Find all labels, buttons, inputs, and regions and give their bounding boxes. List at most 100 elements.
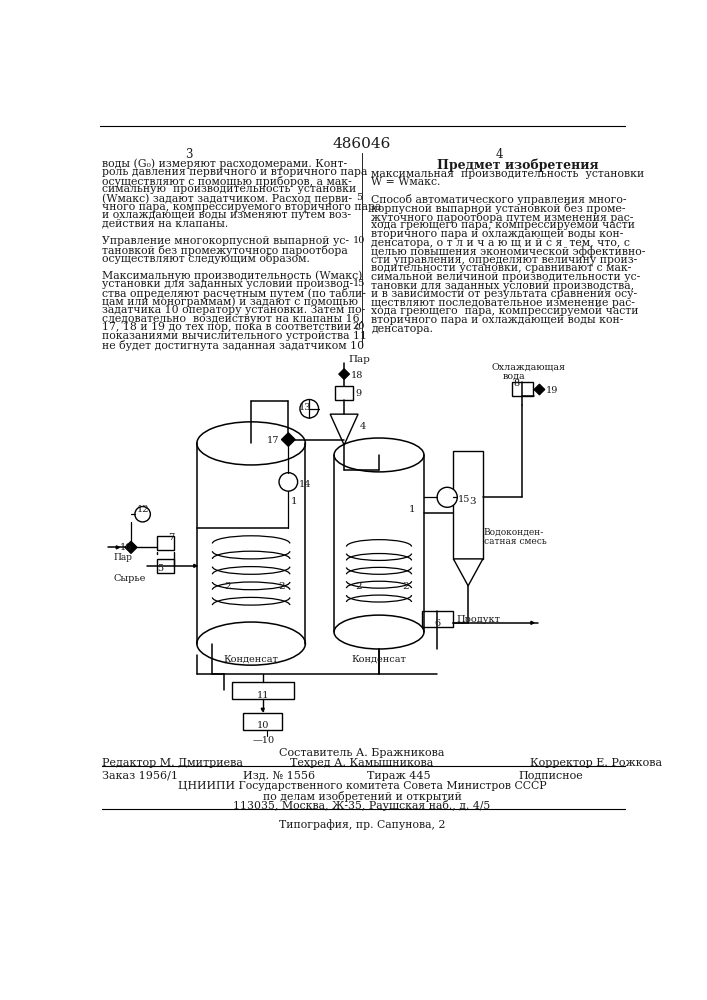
Text: 17, 18 и 19 до тех пор, пока в соответствии с: 17, 18 и 19 до тех пор, пока в соответст…	[103, 322, 361, 332]
Text: Пар: Пар	[348, 355, 370, 364]
Text: Заказ 1956/1: Заказ 1956/1	[103, 771, 178, 781]
Text: осуществляют следующим образом.: осуществляют следующим образом.	[103, 253, 310, 264]
Text: воды (G₀) измеряют расходомерами. Конт-: воды (G₀) измеряют расходомерами. Конт-	[103, 158, 347, 169]
Text: 486046: 486046	[333, 137, 391, 151]
Text: Типография, пр. Сапунова, 2: Типография, пр. Сапунова, 2	[279, 819, 445, 830]
Polygon shape	[125, 541, 137, 554]
Text: 7: 7	[168, 533, 175, 542]
Polygon shape	[330, 414, 358, 445]
Circle shape	[135, 507, 151, 522]
Text: действия на клапаны.: действия на клапаны.	[103, 219, 228, 229]
Text: Изд. № 1556: Изд. № 1556	[243, 771, 315, 781]
Text: показаниями вычислительного устройства 11: показаниями вычислительного устройства 1…	[103, 331, 368, 341]
Text: 12: 12	[136, 505, 149, 514]
Text: 4: 4	[360, 422, 366, 431]
Text: цам или монограммам) и задают с помощью: цам или монограммам) и задают с помощью	[103, 296, 358, 307]
Bar	[156, 536, 174, 550]
Text: 5: 5	[356, 193, 362, 202]
Text: Сырье: Сырье	[113, 574, 146, 583]
Text: Водоконден-: Водоконден-	[484, 528, 544, 537]
Text: 18: 18	[351, 371, 363, 380]
Text: W = Wмакс.: W = Wмакс.	[371, 177, 440, 187]
Text: 113035, Москва, Ж-35, Раушская наб., д. 4/5: 113035, Москва, Ж-35, Раушская наб., д. …	[233, 800, 491, 811]
Text: денсатора, о т л и ч а ю щ и й с я  тем, что, с: денсатора, о т л и ч а ю щ и й с я тем, …	[371, 238, 630, 248]
Text: симальной величиной производительности ус-: симальной величиной производительности у…	[371, 272, 641, 282]
Bar	[156, 559, 174, 573]
Text: Корректор Е. Рожкова: Корректор Е. Рожкова	[530, 758, 662, 768]
Text: 10: 10	[257, 721, 269, 730]
Text: целью повышения экономической эффективно-: целью повышения экономической эффективно…	[371, 246, 645, 257]
Text: Продукт: Продукт	[457, 615, 501, 624]
Text: 11: 11	[257, 691, 269, 700]
Text: тановкой без промежуточного пароотбора: тановкой без промежуточного пароотбора	[103, 245, 348, 256]
Text: жуточного пароотбора путем изменения рас-: жуточного пароотбора путем изменения рас…	[371, 212, 633, 223]
Text: денсатора.: денсатора.	[371, 324, 433, 334]
Text: 19: 19	[546, 386, 558, 395]
Text: Редактор М. Дмитриева: Редактор М. Дмитриева	[103, 758, 243, 768]
Polygon shape	[281, 433, 296, 446]
Text: Конденсат: Конденсат	[351, 655, 407, 664]
Text: следовательно  воздействуют на клапаны 16,: следовательно воздействуют на клапаны 16…	[103, 314, 363, 324]
Text: 13: 13	[299, 403, 312, 412]
Text: хода греющего пара, компрессируемой части: хода греющего пара, компрессируемой част…	[371, 220, 636, 230]
Polygon shape	[531, 621, 534, 624]
Ellipse shape	[334, 615, 424, 649]
Text: 1: 1	[409, 505, 416, 514]
Polygon shape	[261, 708, 264, 711]
Text: 4: 4	[496, 148, 503, 161]
Text: 1: 1	[291, 497, 297, 506]
Text: 14: 14	[299, 480, 312, 489]
Text: ства определяют расчетным путем (по табли-: ства определяют расчетным путем (по табл…	[103, 288, 366, 299]
Polygon shape	[194, 564, 197, 567]
Text: и в зависимости от результата сравнения осу-: и в зависимости от результата сравнения …	[371, 289, 638, 299]
Text: 10: 10	[353, 236, 365, 245]
Circle shape	[437, 487, 457, 507]
Text: 16: 16	[119, 543, 132, 552]
Text: Предмет изобретения: Предмет изобретения	[437, 158, 599, 172]
Bar	[512, 382, 533, 396]
Bar	[232, 682, 293, 699]
Bar	[335, 386, 354, 400]
Text: (Wмакс) задают задатчиком. Расход перви-: (Wмакс) задают задатчиком. Расход перви-	[103, 193, 352, 204]
Text: Тираж 445: Тираж 445	[368, 771, 431, 781]
Text: 3: 3	[185, 148, 193, 161]
Text: Конденсат: Конденсат	[223, 655, 279, 664]
Text: по делам изобретений и открытий: по делам изобретений и открытий	[262, 791, 462, 802]
Ellipse shape	[197, 622, 305, 665]
Text: не будет достигнута заданная задатчиком 10: не будет достигнута заданная задатчиком …	[103, 340, 364, 351]
Bar	[243, 713, 282, 730]
Text: Пар: Пар	[113, 553, 132, 562]
Text: 6: 6	[434, 619, 440, 628]
Text: вторичного пара и охлаждающей воды кон-: вторичного пара и охлаждающей воды кон-	[371, 315, 624, 325]
Text: Подписное: Подписное	[518, 771, 583, 781]
Text: вода: вода	[503, 372, 525, 381]
Polygon shape	[534, 384, 545, 395]
Text: 2: 2	[402, 582, 409, 591]
Text: 2: 2	[356, 582, 363, 591]
Text: чного пара, компрессируемого вторичного пара: чного пара, компрессируемого вторичного …	[103, 202, 382, 212]
Text: Управление многокорпусной выпарной ус-: Управление многокорпусной выпарной ус-	[103, 236, 349, 246]
Ellipse shape	[197, 422, 305, 465]
Text: водительности установки, сравнивают с мак-: водительности установки, сравнивают с ма…	[371, 263, 631, 273]
Text: вторичного пара и охлаждающей воды кон-: вторичного пара и охлаждающей воды кон-	[371, 229, 624, 239]
Text: —10: —10	[252, 736, 275, 745]
Text: ЦНИИПИ Государственного комитета Совета Министров СССР: ЦНИИПИ Государственного комитета Совета …	[177, 781, 547, 791]
Text: симальную  производительность  установки: симальную производительность установки	[103, 184, 356, 194]
Text: 5: 5	[158, 564, 163, 573]
Text: максимальная  производительность  установки: максимальная производительность установк…	[371, 169, 645, 179]
Text: Максимальную производительность (Wмакс): Максимальную производительность (Wмакс)	[103, 271, 363, 281]
Bar	[421, 611, 452, 627]
Text: 3: 3	[469, 497, 477, 506]
Text: корпусной выпарной установкой без проме-: корпусной выпарной установкой без проме-	[371, 203, 626, 214]
Text: 8: 8	[513, 379, 519, 388]
Text: 2: 2	[224, 582, 230, 591]
Text: тановки для заданных условий производства,: тановки для заданных условий производств…	[371, 281, 634, 291]
Ellipse shape	[334, 438, 424, 472]
Text: сти управления, определяют величину произ-: сти управления, определяют величину прои…	[371, 255, 638, 265]
Circle shape	[300, 400, 319, 418]
Bar	[453, 451, 483, 559]
Text: роль давления первичного и вторичного пара: роль давления первичного и вторичного па…	[103, 167, 368, 177]
Text: 15: 15	[458, 495, 470, 504]
Text: 2: 2	[279, 582, 285, 591]
Polygon shape	[116, 546, 119, 549]
